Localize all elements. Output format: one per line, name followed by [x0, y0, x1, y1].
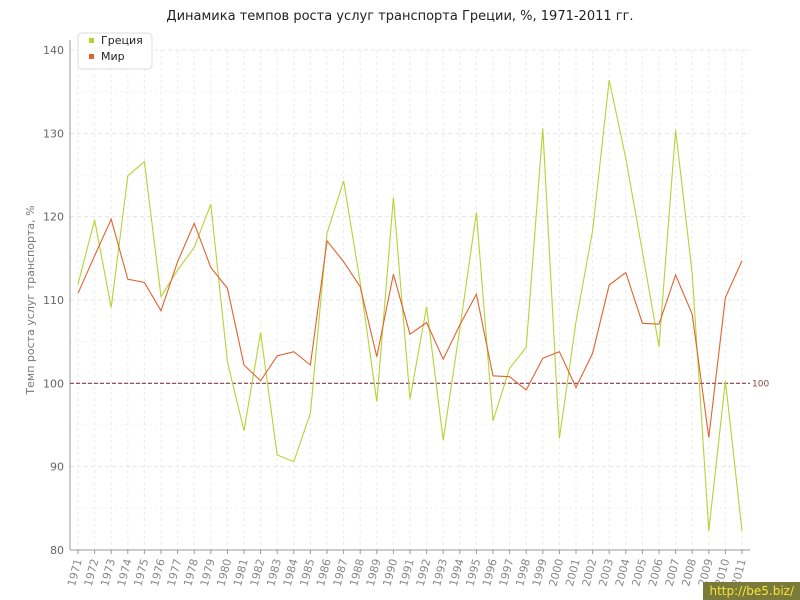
y-tick-label: 120: [43, 211, 64, 224]
y-tick-label: 90: [50, 461, 64, 474]
reference-line-label: 100: [752, 379, 769, 389]
y-tick-label: 100: [43, 377, 64, 390]
x-axis-ticks: 1971197219731974197519761977197819791980…: [65, 550, 749, 588]
y-tick-label: 140: [43, 44, 64, 57]
chart-title: Динамика темпов роста услуг транспорта Г…: [166, 9, 634, 24]
legend-box: [77, 32, 153, 70]
y-axis-label: Темп роста услуг транспорта, %: [24, 205, 37, 395]
legend-swatch: [89, 38, 94, 43]
y-tick-label: 130: [43, 127, 64, 140]
series-line-Мир: [77, 217, 743, 438]
y-tick-label: 80: [50, 544, 64, 557]
y-axis-ticks: 80 90 100 110 120 130 140: [43, 44, 64, 557]
watermark[interactable]: http://be5.biz/: [703, 582, 800, 600]
legend-swatch: [89, 54, 94, 59]
legend-label: Греция: [101, 34, 143, 47]
series-lines: [77, 79, 743, 531]
legend: Греция Мир: [77, 32, 153, 70]
series-line-Греция: [77, 79, 743, 531]
reference-line-group: 100: [70, 379, 769, 389]
y-tick-label: 110: [43, 294, 64, 307]
legend-label: Мир: [101, 50, 125, 63]
